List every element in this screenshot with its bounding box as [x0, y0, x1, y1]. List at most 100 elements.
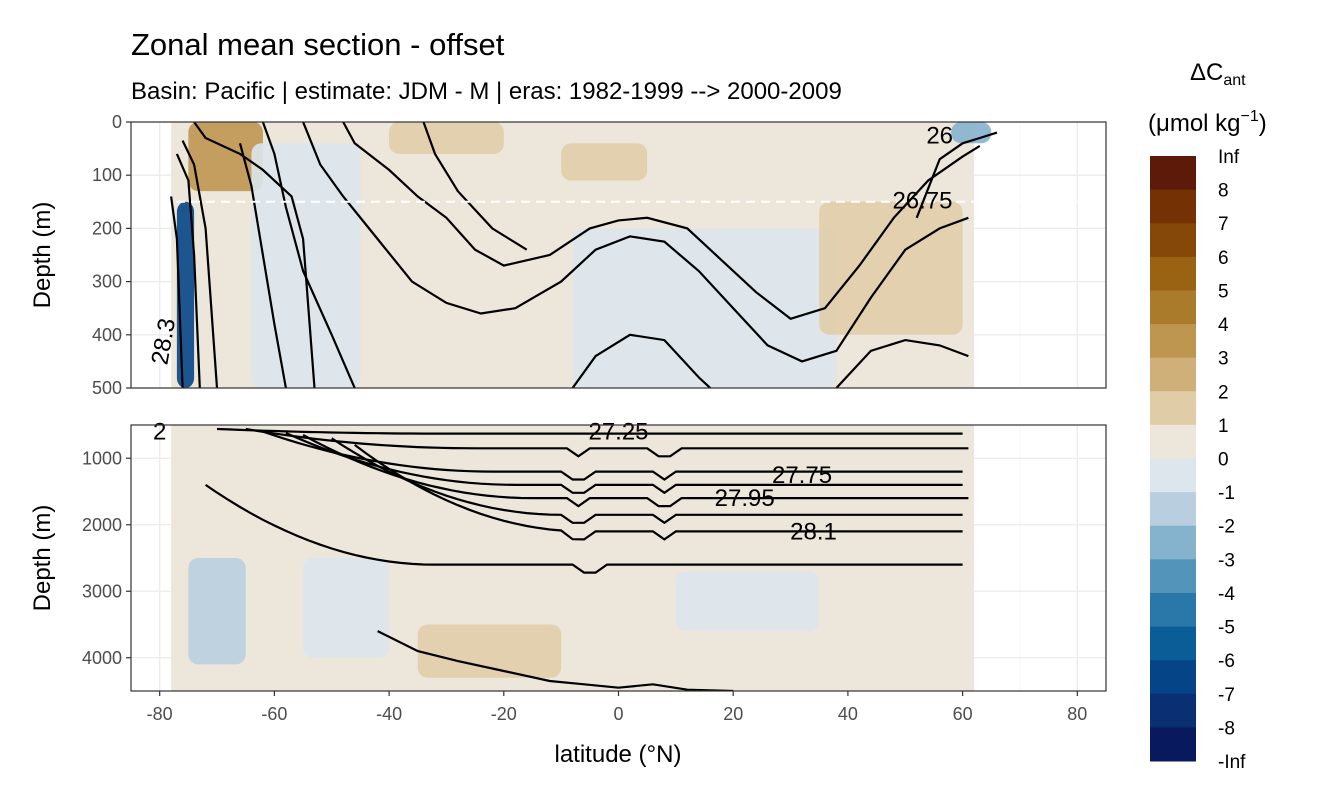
- field-patch: [675, 571, 820, 632]
- legend-swatch: [1150, 223, 1196, 258]
- isopycnal-line: [193, 122, 316, 388]
- legend-swatch: [1150, 458, 1196, 493]
- legend-label: 3: [1218, 349, 1229, 370]
- legend-label: 0: [1218, 450, 1229, 471]
- legend-swatch: [1150, 290, 1196, 325]
- legend-swatch: [1150, 189, 1196, 224]
- legend-swatch: [1150, 492, 1196, 527]
- y-tick-label: 500: [92, 378, 122, 398]
- isopycnal-line: [245, 427, 969, 458]
- legend-swatch: [1150, 525, 1196, 560]
- x-tick-label: 40: [838, 704, 858, 724]
- y-tick-label: 100: [92, 165, 122, 185]
- legend-label: 7: [1218, 214, 1229, 235]
- legend-label: 5: [1218, 281, 1229, 302]
- isopycnal-line: [216, 427, 963, 435]
- legend-label: 8: [1218, 181, 1229, 202]
- isopycnal-line: [285, 431, 963, 495]
- legend-swatch: [1150, 256, 1196, 291]
- y-tick-label: 200: [92, 218, 122, 238]
- legend-label: -4: [1218, 584, 1235, 605]
- legend-swatch: [1150, 693, 1196, 728]
- lower-y-axis-title: Depth (m): [29, 505, 56, 612]
- x-tick-label: -60: [261, 704, 287, 724]
- upper-panel-border: [130, 121, 1107, 389]
- field-background: [171, 425, 975, 691]
- legend-unit: (μmol kg−1): [1148, 108, 1267, 137]
- y-tick-label: 1000: [82, 448, 122, 468]
- field-patch: [572, 228, 837, 388]
- isopycnal-line: [204, 483, 963, 574]
- y-tick-label: 300: [92, 272, 122, 292]
- legend-swatch: [1150, 357, 1196, 392]
- legend-swatch: [1150, 559, 1196, 594]
- legend-label: -2: [1218, 517, 1235, 538]
- x-tick-label: 20: [723, 704, 743, 724]
- legend-label: -6: [1218, 651, 1235, 672]
- legend-swatches: [1150, 156, 1196, 762]
- legend-swatch: [1150, 660, 1196, 695]
- legend-label: -7: [1218, 685, 1235, 706]
- contour-label: 27.95: [715, 485, 775, 512]
- lower-contours: [204, 427, 969, 691]
- y-tick-label: 2000: [82, 515, 122, 535]
- legend-swatch: [1150, 391, 1196, 426]
- isopycnal-line: [342, 122, 981, 321]
- legend-label: 1: [1218, 416, 1229, 437]
- x-axis-title: latitude (°N): [555, 741, 682, 768]
- isopycnal-line: [181, 140, 219, 388]
- legend-swatch: [1150, 324, 1196, 359]
- y-tick-label: 3000: [82, 581, 122, 601]
- legend-title: ΔCant: [1190, 59, 1246, 89]
- legend-label: 2: [1218, 382, 1229, 403]
- legend-swatch: [1150, 727, 1196, 762]
- isopycnal-line: [422, 122, 528, 251]
- legend-title-sub: ant: [1223, 72, 1246, 89]
- upper-y-axis: 0 100 200 300 400 500: [92, 112, 131, 398]
- x-tick-label: 60: [953, 704, 973, 724]
- isopycnal-line: [302, 122, 969, 363]
- x-tick-label: -40: [376, 704, 402, 724]
- x-tick-label: 80: [1067, 704, 1087, 724]
- contour-label: 2: [153, 419, 166, 446]
- isopycnal-line: [238, 143, 287, 388]
- legend-swatch: [1150, 424, 1196, 459]
- isopycnal-line: [170, 196, 184, 388]
- isopycnal-line: [302, 434, 969, 508]
- legend-label: Inf: [1218, 147, 1240, 168]
- field-patch: [188, 558, 246, 665]
- legend-unit-text: (μmol kg: [1148, 110, 1241, 137]
- y-tick-label: 4000: [82, 648, 122, 668]
- contour-label: 26.75: [892, 188, 952, 215]
- lower-fields: [171, 425, 975, 691]
- isopycnal-line: [571, 333, 712, 388]
- legend-label: -3: [1218, 550, 1235, 571]
- legend-label: -8: [1218, 718, 1235, 739]
- legend-label: 6: [1218, 248, 1229, 269]
- legend-label: -1: [1218, 483, 1235, 504]
- legend: ΔCant (μmol kg−1) Inf 8 7 6 5 4 3 2 1 0 -1 -2 -3 -4 -5…: [1148, 59, 1267, 773]
- field-patch: [561, 143, 648, 181]
- isopycnal-line: [261, 122, 356, 388]
- legend-swatch: [1150, 156, 1196, 191]
- legend-label: 4: [1218, 315, 1229, 336]
- x-tick-label: 0: [613, 704, 623, 724]
- contour-label: 27.75: [772, 462, 832, 489]
- lower-y-axis: 1000 2000 3000 4000: [82, 448, 131, 668]
- isopycnal-line: [835, 338, 969, 388]
- contour-label: 27.25: [588, 419, 648, 446]
- field-patch: [303, 558, 390, 658]
- upper-contours: [170, 122, 998, 388]
- x-tick-label: -80: [147, 704, 173, 724]
- isopycnal-line: [331, 437, 963, 525]
- legend-label: -Inf: [1218, 752, 1246, 773]
- legend-swatch: [1150, 626, 1196, 661]
- y-tick-label: 400: [92, 325, 122, 345]
- contour-label: 26: [926, 122, 953, 149]
- x-axis: -80 -60 -40 -20 0 20 40 60 80: [147, 691, 1087, 724]
- chart-subtitle: Basin: Pacific | estimate: JDM - M | era…: [131, 78, 842, 105]
